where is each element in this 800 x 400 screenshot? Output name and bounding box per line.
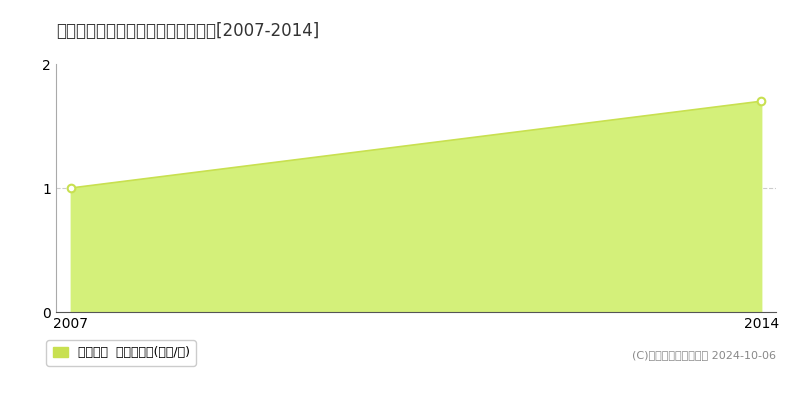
Text: 那須郡那珂川町健武　土地価格推移[2007-2014]: 那須郡那珂川町健武 土地価格推移[2007-2014] (56, 22, 319, 40)
Text: (C)土地価格ドットコム 2024-10-06: (C)土地価格ドットコム 2024-10-06 (632, 350, 776, 360)
Legend: 土地価格  平均坪単価(万円/坪): 土地価格 平均坪単価(万円/坪) (46, 340, 196, 366)
